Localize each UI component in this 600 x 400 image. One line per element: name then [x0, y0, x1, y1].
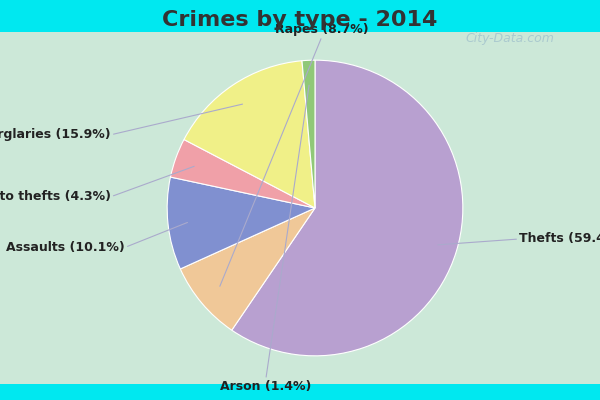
Text: Auto thefts (4.3%): Auto thefts (4.3%)	[0, 190, 111, 203]
Text: Thefts (59.4%): Thefts (59.4%)	[519, 232, 600, 246]
Text: Crimes by type - 2014: Crimes by type - 2014	[163, 10, 437, 30]
Wedge shape	[181, 208, 315, 330]
Wedge shape	[167, 177, 315, 269]
Wedge shape	[184, 61, 315, 208]
Text: Assaults (10.1%): Assaults (10.1%)	[6, 241, 125, 254]
Text: Burglaries (15.9%): Burglaries (15.9%)	[0, 128, 111, 141]
Text: Rapes (8.7%): Rapes (8.7%)	[275, 23, 369, 36]
Wedge shape	[170, 140, 315, 208]
Wedge shape	[232, 60, 463, 356]
Wedge shape	[302, 60, 315, 208]
Text: City-Data.com: City-Data.com	[466, 32, 554, 45]
Text: Arson (1.4%): Arson (1.4%)	[220, 380, 311, 393]
